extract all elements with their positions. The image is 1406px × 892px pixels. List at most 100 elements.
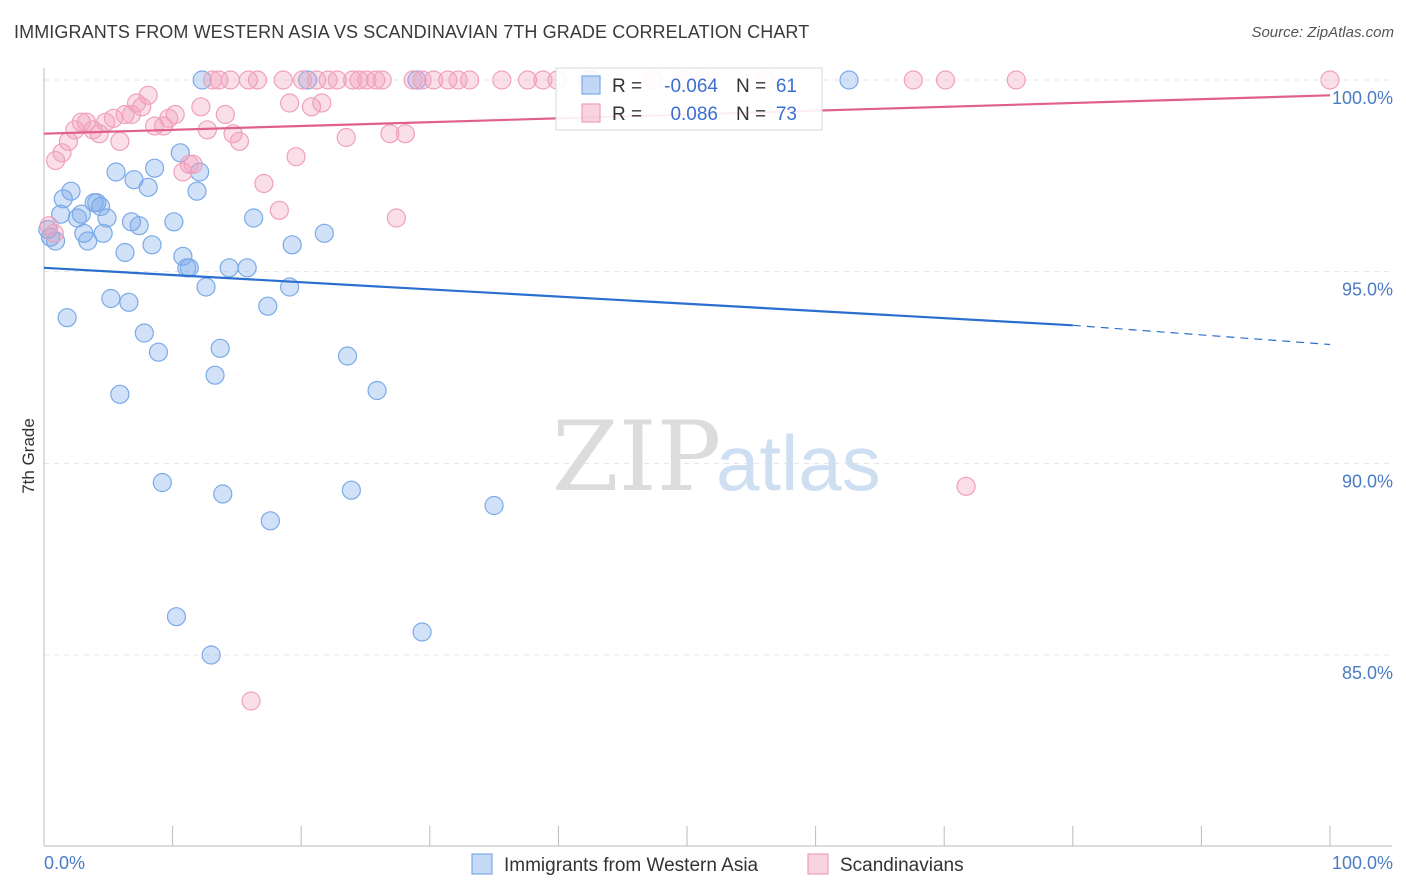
western-asia-point (134, 323, 154, 343)
western-asia-point (101, 288, 121, 309)
scandinavian-point (269, 200, 289, 220)
scandinavian-point (45, 150, 66, 171)
western-asia-point (166, 607, 187, 627)
western-asia-point (187, 181, 207, 201)
scandinavian-point (173, 162, 193, 182)
stats-box: R = -0.064 N = 61 R = 0.086 N = 73 (555, 67, 823, 131)
legend-label-western-asia: Immigrants from Western Asia (504, 855, 759, 876)
points-layer (38, 70, 1340, 711)
scandinavian-point (424, 70, 444, 90)
scandinavian-point (138, 85, 158, 105)
scandinavian-point (903, 70, 923, 90)
western-asia-point (119, 292, 139, 312)
scandinavian-point (372, 70, 392, 90)
scandinavian-point (273, 70, 293, 90)
watermark: ZIP atlas (552, 401, 881, 513)
scandinavian-point (460, 70, 480, 90)
western-asia-point (152, 472, 172, 493)
scandinavian-point (71, 112, 91, 132)
western-asia-point (148, 342, 169, 362)
scandinavian-point (533, 70, 553, 90)
western-asia-point (164, 212, 184, 232)
stats-n-value: 61 (776, 76, 797, 97)
y-axis-label: 7th Grade (19, 418, 38, 494)
stats-r-label: R = (612, 76, 642, 97)
y-tick-label: 90.0% (1342, 471, 1393, 491)
western-asia-point (61, 181, 81, 201)
stats-swatch-western-asia (581, 75, 601, 95)
stats-swatch-scandinavian (581, 103, 601, 123)
western-asia-point (190, 162, 210, 182)
western-asia-point (314, 223, 334, 243)
western-asia-point (341, 480, 361, 500)
western-asia-point (138, 177, 158, 197)
scandinavian-point (191, 97, 211, 117)
scandinavian-point (89, 124, 109, 144)
x-tick-label: 0.0% (44, 853, 85, 873)
legend-swatch-scandinavian (807, 853, 829, 875)
scandinavian-point (412, 70, 432, 90)
scandinavian-point (76, 112, 97, 132)
scandinavian-point (44, 223, 64, 243)
scandinavian-point (115, 104, 135, 125)
western-asia-point (173, 246, 193, 266)
scandinavian-point (438, 70, 458, 90)
scandinavian-point (247, 70, 268, 90)
western-asia-point (237, 258, 257, 278)
western-asia-point (53, 189, 73, 209)
scandinavian-point (215, 104, 235, 125)
western-asia-point (106, 162, 126, 182)
watermark-atlas: atlas (716, 419, 881, 507)
western-asia-point (258, 296, 278, 316)
scandinavian-point (209, 70, 229, 90)
scandinavian-point (301, 97, 322, 117)
scandinavian-point (349, 70, 369, 90)
western-asia-point (142, 235, 162, 255)
scandinavian-point (183, 154, 203, 174)
stats-r-label: R = (612, 104, 642, 125)
scandinavian-point (366, 70, 386, 90)
scandinavian-point (492, 70, 512, 90)
western-asia-point (484, 495, 504, 516)
western-asia-point (93, 223, 113, 243)
scandinavian-point (229, 131, 250, 151)
western-asia-point (110, 384, 130, 404)
scandinavian-point (380, 124, 400, 144)
axes (43, 68, 1392, 847)
scandinavian-point (312, 93, 332, 113)
western-asia-point (412, 622, 432, 642)
stats-r-value: -0.064 (664, 76, 718, 97)
western-asia-point (97, 208, 117, 228)
western-asia-point (78, 231, 98, 251)
legend-swatch-western-asia (471, 853, 493, 875)
stats-n-value: 73 (776, 104, 797, 125)
western-asia-point (192, 70, 212, 90)
scandinavian-point (935, 70, 956, 90)
western-asia-point (337, 346, 358, 366)
western-asia-point (213, 484, 233, 504)
western-asia-point (201, 645, 221, 665)
western-asia-point (71, 204, 91, 224)
western-asia-point (219, 258, 239, 278)
x-tick-labels: 0.0% 100.0% (44, 853, 1393, 873)
scandinavian-point (336, 127, 356, 148)
scandinavian-point (126, 93, 147, 113)
legend: Immigrants from Western Asia Scandinavian… (471, 853, 964, 876)
scandinavian-point (327, 70, 347, 90)
scandinavian-point (386, 208, 406, 228)
western-asia-point (205, 365, 225, 385)
stats-n-label: N = (736, 104, 766, 125)
western-asia-point (144, 158, 165, 178)
scandinavian-point (121, 104, 142, 125)
western-asia-point (839, 70, 859, 90)
western-asia-point (129, 216, 149, 236)
scandinavian-point (103, 108, 124, 128)
scandinavian-point (292, 70, 313, 90)
scandinavian-point (448, 70, 468, 90)
western-asia-point (282, 235, 302, 255)
western-asia-point (260, 511, 280, 531)
scandinavian-point (110, 131, 130, 151)
stats-r-value: 0.086 (670, 104, 718, 125)
watermark-zip: ZIP (552, 401, 721, 513)
